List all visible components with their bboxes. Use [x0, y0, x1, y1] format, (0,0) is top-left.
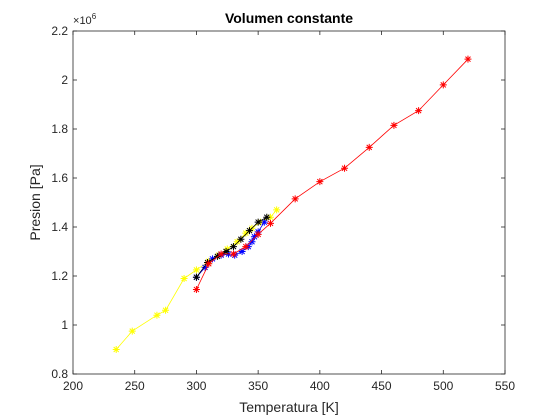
x-tick-label: 250	[125, 379, 145, 393]
y-exponent-power: 6	[92, 12, 97, 21]
data-point-marker	[153, 311, 161, 319]
x-tick-label: 450	[372, 379, 392, 393]
data-point-marker	[242, 229, 250, 237]
data-point-marker	[266, 219, 274, 227]
y-tick-label: 1	[61, 318, 68, 332]
data-point-marker	[464, 55, 472, 63]
data-point-marker	[201, 263, 209, 271]
data-point-marker	[316, 178, 324, 186]
data-point-marker	[237, 235, 245, 243]
data-point-marker	[112, 346, 120, 353]
axes-box	[72, 30, 506, 375]
y-tick-label: 1.2	[51, 269, 68, 283]
data-point-marker	[238, 248, 246, 255]
data-point-marker	[246, 227, 254, 235]
chart-title: Volumen constante	[225, 10, 353, 26]
x-tick-label: 300	[186, 379, 206, 393]
data-point-marker	[205, 260, 213, 268]
data-point-marker	[365, 143, 373, 151]
y-tick-label: 2.2	[51, 24, 68, 38]
y-axis-label: Presion [Pa]	[27, 164, 43, 240]
series-layer	[112, 55, 472, 353]
data-point-marker	[180, 274, 188, 282]
plot-area: 200 250 300 350 400 450 500 550 0.8 1 1.2 1.4 1.6 1.…	[51, 24, 515, 393]
data-point-marker	[341, 164, 349, 172]
data-point-marker	[229, 243, 237, 251]
y-axis-exponent: ×106	[73, 12, 97, 27]
y-ticks: 0.8 1 1.2 1.4 1.6 1.8 2 2.2	[51, 24, 505, 381]
x-axis-label: Temperatura [K]	[239, 399, 339, 415]
series-4	[192, 55, 472, 293]
data-point-marker	[192, 273, 200, 281]
data-point-marker	[254, 218, 262, 226]
y-tick-label: 2	[61, 73, 68, 87]
y-tick-label: 0.8	[51, 367, 68, 381]
x-tick-label: 350	[248, 379, 268, 393]
x-tick-label: 550	[495, 379, 515, 393]
data-point-marker	[217, 250, 225, 258]
x-tick-label: 400	[310, 379, 330, 393]
data-point-marker	[192, 285, 200, 293]
data-point-marker	[260, 218, 268, 226]
y-exponent-base: 10	[79, 15, 91, 27]
data-point-marker	[229, 250, 237, 258]
data-point-marker	[162, 306, 170, 314]
data-point-marker	[291, 195, 299, 203]
data-point-marker	[266, 213, 274, 221]
data-point-marker	[242, 243, 250, 251]
y-tick-label: 1.4	[51, 220, 68, 234]
data-point-marker	[250, 233, 258, 241]
y-tick-label: 1.8	[51, 122, 68, 136]
data-point-marker	[439, 81, 447, 89]
data-point-marker	[248, 238, 256, 246]
data-point-marker	[263, 213, 271, 221]
x-tick-label: 200	[63, 379, 83, 393]
data-point-marker	[415, 107, 423, 115]
data-point-marker	[222, 248, 230, 255]
data-point-marker	[254, 230, 262, 238]
data-point-marker	[273, 206, 281, 214]
data-point-marker	[233, 238, 241, 246]
data-point-marker	[223, 245, 231, 253]
data-point-marker	[128, 327, 136, 335]
x-ticks: 200 250 300 350 400 450 500 550	[63, 31, 515, 393]
data-point-marker	[390, 121, 398, 129]
data-point-marker	[192, 266, 200, 274]
y-exponent-multiplier: ×	[73, 15, 79, 27]
data-point-marker	[208, 255, 216, 263]
x-tick-label: 500	[433, 379, 453, 393]
y-tick-label: 1.6	[51, 171, 68, 185]
